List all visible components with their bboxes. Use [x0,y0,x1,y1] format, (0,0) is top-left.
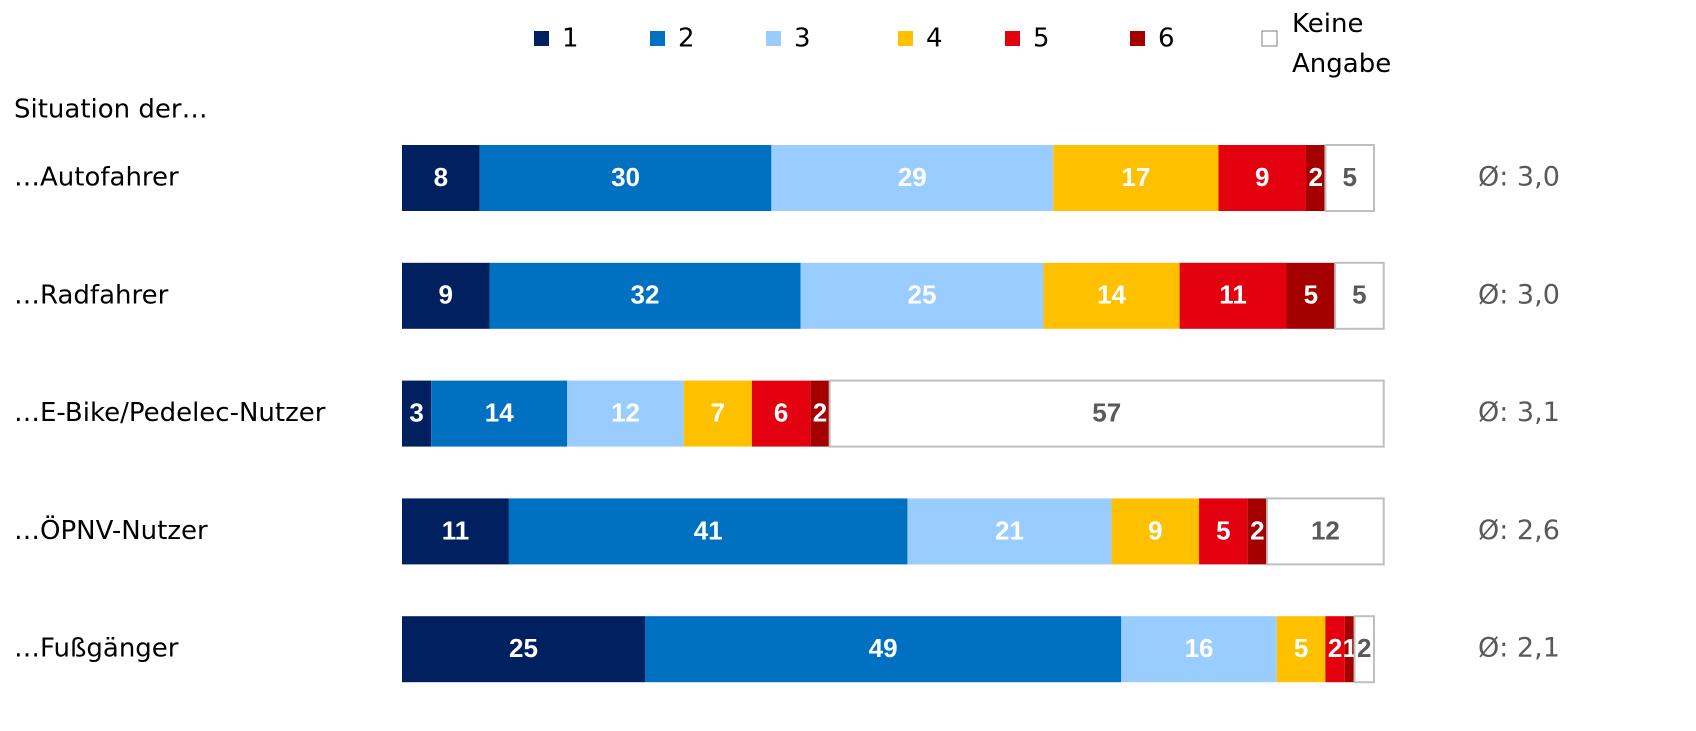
average-label: Ø: 3,0 [1478,162,1560,193]
bar-segment [751,380,811,447]
bar-segment [1353,615,1376,684]
data-label: 7 [711,397,725,427]
data-label: 57 [1092,397,1121,427]
legend-swatch [766,31,781,46]
bar-segment [1247,498,1268,565]
bar-segment [402,616,645,683]
bar-segment [828,379,1385,448]
data-label: 1 [1342,633,1356,663]
bar-segment [402,380,432,447]
data-label: 5 [1352,280,1366,310]
bar-segment [645,616,1122,683]
data-label: 29 [898,162,927,192]
bar-segment [1305,145,1326,211]
legend-swatch [1130,31,1145,46]
bar-segment [567,380,684,447]
data-label: 11 [442,515,470,545]
bar-segment [402,498,509,565]
bar-segment [1276,616,1326,683]
data-label: 5 [1342,162,1356,192]
data-label: 5 [1216,515,1230,545]
data-label: 5 [1294,633,1308,663]
category-label: …ÖPNV-Nutzer [14,514,208,546]
legend-swatch [1005,31,1020,46]
data-label: 41 [694,515,723,545]
bar-segment [1121,616,1277,683]
bar-segment [489,262,801,329]
data-label: 12 [1311,515,1340,545]
data-label: 2 [1328,633,1342,663]
data-label: 9 [1255,162,1269,192]
bar-segment [771,145,1054,211]
bar-segment [402,145,480,211]
average-label: Ø: 3,0 [1478,279,1560,310]
data-label: 30 [611,162,640,192]
data-label: 3 [409,397,423,427]
legend-swatch [650,31,665,46]
legend-label-line: Keine [1292,9,1363,39]
bar-segment [1218,145,1306,211]
bar-segment [402,262,490,329]
category-label: …Autofahrer [14,163,179,193]
bar-segment [1325,616,1345,683]
bar-segment [479,145,772,211]
data-label: 49 [869,633,898,663]
subtitle: Situation der… [14,95,208,125]
data-label: 2 [813,397,827,427]
data-label: 8 [434,162,448,192]
data-label: 14 [1097,280,1126,310]
bar-segment [1344,616,1355,683]
data-label: 2 [1357,633,1371,663]
bar-segment [1043,262,1180,329]
data-label: 32 [631,280,660,310]
bar-segment [1286,262,1336,329]
average-label: Ø: 3,1 [1478,397,1560,428]
legend-label: 4 [926,24,943,54]
data-label: 6 [774,397,788,427]
bar-segment [1324,144,1376,212]
data-label: 12 [611,397,640,427]
data-label: 25 [509,633,538,663]
data-label: 9 [439,280,453,310]
legend-label: 3 [794,24,811,54]
data-label: 9 [1148,515,1162,545]
category-label: …E-Bike/Pedelec-Nutzer [14,398,326,428]
bar-segment [810,380,830,447]
bar-segment [508,498,908,565]
bar-segment [800,262,1044,329]
legend-label: Keine Angabe [1292,9,1391,79]
bar-segment [683,380,752,447]
data-label: 21 [995,515,1024,545]
legend-label-line: Angabe [1292,49,1391,79]
bar-segment [1199,498,1248,565]
data-label: 25 [908,280,937,310]
data-label: 2 [1250,515,1264,545]
data-label: 2 [1308,162,1322,192]
average-label: Ø: 2,1 [1478,633,1560,664]
bar-segment [907,498,1112,565]
category-label: …Radfahrer [14,280,169,310]
legend-label: 5 [1033,24,1050,54]
bar-segment [1111,498,1200,565]
data-label: 11 [1219,280,1247,310]
legend-swatch [534,31,549,46]
data-label: 14 [485,397,514,427]
bar-segment [1179,262,1287,329]
legend-label: 2 [678,24,695,54]
legend-label: 1 [562,24,579,54]
bar-segment [1053,145,1219,211]
legend-swatch [1261,30,1278,47]
average-label: Ø: 2,6 [1478,515,1560,546]
legend-label: 6 [1158,24,1175,54]
legend-swatch [898,31,913,46]
category-label: …Fußgänger [14,634,179,664]
bar-segment [1334,261,1385,330]
bar-segment [431,380,568,447]
data-label: 5 [1304,280,1318,310]
data-label: 17 [1121,162,1150,192]
data-label: 16 [1185,633,1214,663]
bar-segment [1266,497,1385,566]
